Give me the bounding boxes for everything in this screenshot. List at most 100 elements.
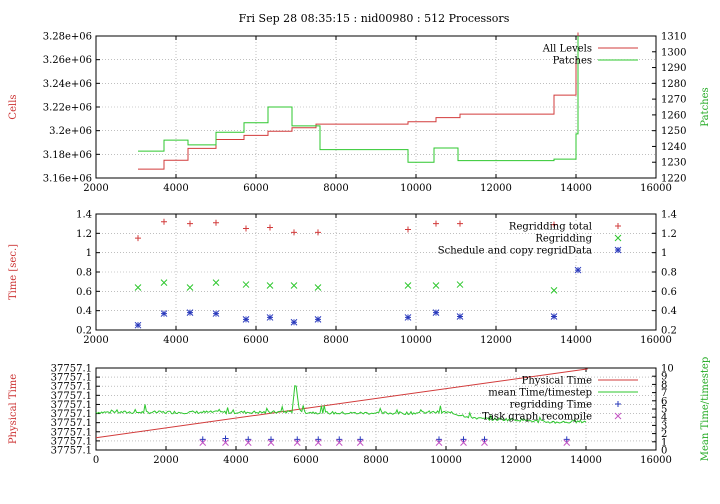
panel-3-y2tick-label: 9 [661,372,667,383]
panel-1-ytick-label: 3.28e+06 [43,32,92,43]
panel-1-ylabel: Cells [8,94,19,119]
panel-1-y2tick-label: 1270 [661,95,686,106]
panel-2-series-3-point [432,309,440,316]
panel-2-series-2-point [134,284,142,291]
panel-3-series-4-point [335,439,343,446]
panel-2-series-1-point [161,218,167,225]
panel-2-y2tick-label: 0.2 [661,326,677,337]
panel-1-y2tick-label: 1260 [661,110,686,121]
panel-2-series-1-point [315,229,321,236]
panel-3-y2tick-label: 1 [661,437,667,448]
panel-1-xtick-label: 8000 [323,183,348,194]
panel-3-series-3-point [268,436,274,443]
panel-2-series-3-point [212,310,220,317]
panel-2-series-1-legend-marker [615,223,621,229]
chart-title: Fri Sep 28 08:35:15 : nid00980 : 512 Pro… [239,12,510,25]
panel-3-xtick-label: 0 [93,455,99,466]
panel-3-y2tick-label: 0 [661,446,667,457]
panel-3-y2tick-label: 10 [661,364,674,375]
panel-2-series-1-point [433,220,439,227]
panel-2-xtick-label: 8000 [323,335,348,346]
panel-2-ytick-label: 0.8 [76,268,92,279]
panel-3-ytick-label: 37757.1 [51,427,92,438]
panel-3-series-3-point [563,436,570,443]
panel-2-series-1-point [243,225,249,232]
panel-2-series-3-point [160,310,168,317]
panel-1-xtick-label: 4000 [163,183,188,194]
panel-2-xtick-label: 14000 [560,335,592,346]
panel-2-series-3-point [574,266,582,274]
panel-1-xtick-label: 16000 [640,183,672,194]
panel-2-series-1-point [213,219,219,226]
panel-2-ylabel: Time [sec.] [8,244,19,300]
panel-2-series-1-point [267,224,273,231]
panel-2-xtick-label: 12000 [480,335,512,346]
panel-2-ytick-label: 1 [86,248,92,259]
panel-3-series-4-point [460,439,467,446]
panel-2-series-2-point [266,282,274,289]
panel-3-y2tick-label: 2 [661,429,667,440]
panel-3-ytick-label: 37757.1 [51,436,92,447]
panel-3-series-3-point [357,436,364,443]
panel-1-y2tick-label: 1230 [661,158,686,169]
panel-2-series-3-point [134,321,142,329]
panel-1-y2tick-label: 1250 [661,126,686,137]
panel-1-series-2-line [138,36,579,163]
panel-3-series-3-point [222,435,229,442]
panel-3-xtick-label: 10000 [430,455,462,466]
panel-2-ytick-label: 0.2 [76,326,92,337]
panel-3-series-3-point [436,436,442,443]
panel-2-series-2-point [432,282,440,289]
panel-1-y2tick-label: 1300 [661,47,686,58]
panel-3-y2tick-label: 7 [661,388,667,399]
panel-3-ytick-label: 37757.1 [51,364,92,375]
panel-2-series-1-legend-label: Regridding total [509,222,592,233]
panel-3-ytick-label: 37757.1 [51,400,92,411]
panel-2-series-2-legend-label: Regridding [535,234,592,245]
panel-3-xtick-label: 2000 [153,455,178,466]
panel-3-series-4-point [435,439,443,446]
panel-1-y2tick-label: 1280 [661,79,686,90]
panel-1-xtick-label: 12000 [480,183,512,194]
panel-2-series-3-point [550,313,558,320]
panel-3-series-4-point [356,439,364,446]
panel-1-series-2-legend-label: Patches [553,56,592,67]
panel-3-y2tick-label: 5 [661,405,667,416]
panel-3-series-2-legend-label: mean Time/timestep [488,388,592,399]
panel-1-series-1-legend-label: All Levels [542,44,592,55]
panel-3-series-4-point [481,439,488,446]
panel-2-xtick-label: 10000 [400,335,432,346]
panel-3-ytick-label: 37757.1 [51,391,92,402]
panel-3-ylabel: Physical Time [8,374,19,444]
panel-3-y2tick-label: 3 [661,421,667,432]
panel-1-ytick-label: 3.22e+06 [43,103,92,114]
panel-3-series-3-legend-marker [615,401,621,407]
panel-3-series-4-point [563,439,571,446]
panel-2-series-2-point [212,279,220,286]
panel-1-xtick-label: 10000 [400,183,432,194]
panel-1-ytick-label: 3.26e+06 [43,55,92,66]
panel-3-y2tick-label: 6 [661,396,667,407]
panel-2-series-2-point [404,282,412,289]
panel-3-series-4-legend-marker [614,412,622,420]
panel-2-series-3-point [456,313,464,320]
panel-3-series-3-point [481,436,488,443]
panel-3-y2label: Mean Time/timestep [700,357,711,461]
panel-3-ytick-label: 37757.1 [51,373,92,384]
panel-3-series-1-line [95,368,588,439]
panel-2-series-1-point [135,235,141,242]
panel-2-series-3-point [314,316,322,323]
panel-2-series-1-point [551,221,557,228]
panel-2-series-3-point [266,314,274,321]
panel-3-series-4-point [222,439,229,446]
panel-2-series-3-point [290,318,298,326]
panel-3-series-4-legend-label: Task graph recompile [482,412,592,423]
panel-2-series-2-legend-marker [614,234,622,242]
panel-1-y2tick-label: 1290 [661,63,686,74]
panel-2-ytick-label: 1.2 [76,229,92,240]
panel-3-series-3-point [315,436,322,443]
panel-3-y2tick-label: 8 [661,380,667,391]
panel-2-xtick-label: 4000 [163,335,188,346]
panel-2-series-2-point [290,282,298,289]
